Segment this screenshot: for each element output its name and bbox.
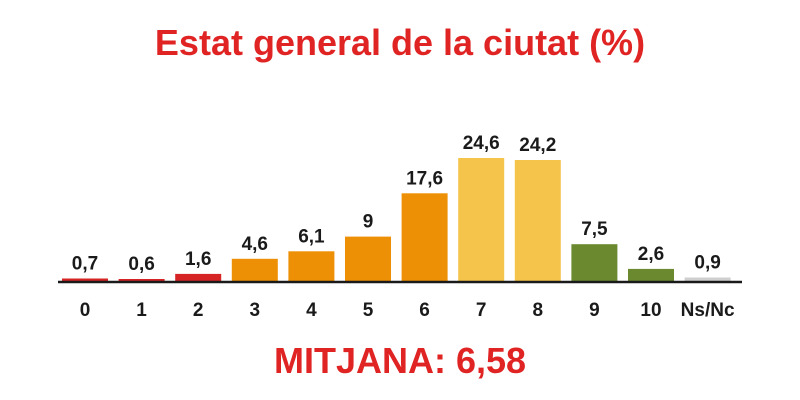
value-label: 24,6 — [463, 133, 500, 154]
value-label: 2,6 — [638, 244, 664, 265]
bar-4 — [288, 251, 335, 282]
bar-9 — [571, 244, 618, 282]
bar-ns-nc — [684, 277, 731, 282]
value-label: 0,7 — [72, 254, 98, 275]
value-label: 9 — [363, 212, 374, 233]
bar-7 — [458, 158, 505, 282]
bar-1 — [118, 279, 165, 282]
x-tick-label: 8 — [533, 300, 544, 321]
value-labels-group: 0,7 0,6 1,6 4,6 6,1 9 17,6 24,6 24,2 7,5 2,6 0,9 — [72, 133, 721, 275]
x-tick-label: 5 — [363, 300, 374, 321]
x-tick-label: 2 — [193, 300, 204, 321]
value-label: 4,6 — [242, 234, 268, 255]
x-tick-label: 0 — [80, 300, 91, 321]
chart-title: Estat general de la ciutat (%) — [154, 22, 646, 63]
bar-8 — [514, 160, 561, 282]
value-label: 24,2 — [519, 135, 556, 156]
x-tick-labels-group: 0 1 2 3 4 5 6 7 8 9 10 Ns/Nc — [80, 300, 735, 321]
x-tick-label: 9 — [589, 300, 600, 321]
value-label: 0,9 — [694, 253, 720, 274]
bar-0 — [62, 278, 108, 282]
x-tick-label: 10 — [640, 300, 661, 321]
x-tick-label: 3 — [250, 300, 261, 321]
bar-5 — [345, 236, 391, 282]
bar-10 — [628, 268, 674, 282]
average-score: MITJANA: 6,58 — [273, 340, 527, 381]
bar-2 — [175, 273, 222, 282]
value-label: 17,6 — [406, 168, 443, 189]
bar-6 — [401, 193, 448, 282]
x-tick-label: 6 — [419, 300, 430, 321]
value-label: 1,6 — [185, 249, 211, 270]
x-tick-label: Ns/Nc — [681, 300, 735, 321]
value-label: 0,6 — [128, 254, 154, 275]
x-tick-label: 1 — [136, 300, 147, 321]
x-tick-label: 4 — [306, 300, 317, 321]
bar-3 — [231, 258, 278, 282]
value-label: 7,5 — [581, 219, 608, 240]
bars-group — [62, 158, 731, 282]
value-label: 6,1 — [298, 226, 325, 247]
x-tick-label: 7 — [476, 300, 487, 321]
